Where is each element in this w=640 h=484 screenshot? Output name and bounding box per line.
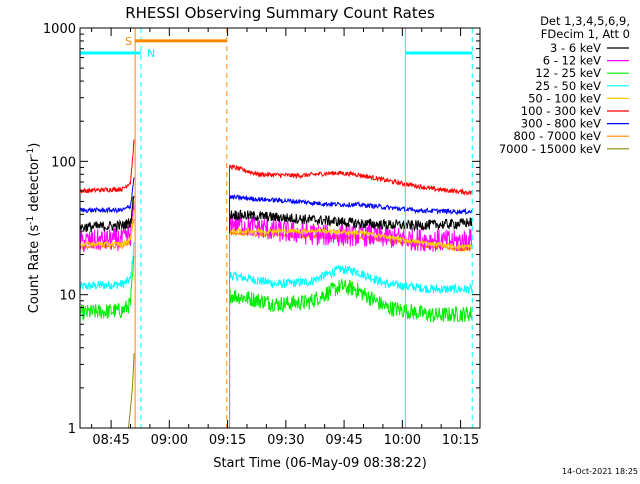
legend-label-8: 7000 - 15000 keV bbox=[499, 142, 601, 156]
legend-label-3: 25 - 50 keV bbox=[535, 79, 601, 93]
series-6-12-kev-pre bbox=[79, 198, 135, 252]
legend-label-5: 100 - 300 keV bbox=[521, 104, 601, 118]
y-axis-label: Count Rate (s-1 detector-1) bbox=[26, 143, 42, 314]
x-tick-label-0845: 08:45 bbox=[92, 433, 129, 448]
series-12-25-kev-pre bbox=[79, 255, 135, 321]
footer-timestamp: 14-Oct-2021 18:25 bbox=[562, 467, 638, 476]
series-12-25-kev-post bbox=[229, 278, 473, 323]
x-tick-label-1000: 10:00 bbox=[384, 433, 421, 448]
x-tick-label-0900: 09:00 bbox=[151, 433, 188, 448]
axes: 08:45 09:00 09:15 09:30 09:45 10:00 10:15 1 10 10… bbox=[43, 22, 481, 448]
plot-frame bbox=[79, 27, 481, 429]
y-tick-label-10: 10 bbox=[59, 289, 76, 304]
y-axis-label-sup2: -1 bbox=[26, 148, 36, 157]
y-axis-label-part3: ) bbox=[27, 143, 42, 148]
series-50-100-kev-pre bbox=[79, 209, 135, 248]
x-axis-label: Start Time (06-May-09 08:38:22) bbox=[213, 456, 427, 471]
series-25-50-kev-post bbox=[229, 265, 473, 294]
series-3-6-kev-pre bbox=[79, 195, 135, 233]
series-3-6-kev-post bbox=[229, 209, 473, 233]
legend-label-0: 3 - 6 keV bbox=[550, 41, 601, 55]
legend-label-1: 6 - 12 keV bbox=[543, 54, 601, 68]
chart-title: RHESSI Observing Summary Count Rates bbox=[125, 4, 435, 22]
legend-header-line1: Det 1,3,4,5,6,9, bbox=[540, 14, 630, 28]
legend-label-2: 12 - 25 keV bbox=[535, 66, 601, 80]
series-300-800-kev-post bbox=[229, 193, 473, 216]
x-tick-label-1015: 10:15 bbox=[442, 433, 479, 448]
saa-label: S bbox=[125, 35, 132, 48]
series-100-300-kev-post bbox=[229, 164, 473, 197]
series-300-800-kev-pre bbox=[79, 177, 135, 215]
series-25-50-kev-pre bbox=[79, 242, 135, 291]
y-axis-label-part2: detector bbox=[27, 156, 42, 216]
series-100-300-kev-pre bbox=[79, 139, 135, 194]
legend-label-7: 800 - 7000 keV bbox=[513, 129, 601, 143]
y-tick-label-1000: 1000 bbox=[43, 22, 76, 37]
y-tick-label-100: 100 bbox=[51, 155, 76, 170]
legend: Det 1,3,4,5,6,9, FDecim 1, Att 0 3 - 6 k… bbox=[499, 14, 630, 156]
series-800-7000-kev-pre bbox=[79, 219, 135, 251]
legend-header-line2: FDecim 1, Att 0 bbox=[541, 27, 630, 41]
y-tick-label-1: 1 bbox=[68, 422, 76, 437]
legend-label-4: 50 - 100 keV bbox=[528, 91, 601, 105]
x-tick-label-0930: 09:30 bbox=[267, 433, 304, 448]
series-50-100-kev-post bbox=[229, 227, 473, 250]
night-label: N bbox=[147, 47, 155, 60]
y-axis-label-part1: Count Rate (s bbox=[27, 225, 42, 314]
y-axis-label-sup1: -1 bbox=[26, 216, 36, 225]
legend-label-6: 300 - 800 keV bbox=[521, 117, 601, 131]
x-tick-label-0915: 09:15 bbox=[209, 433, 246, 448]
series-7000-15000-kev-pre bbox=[128, 353, 135, 429]
x-tick-label-0945: 09:45 bbox=[325, 433, 362, 448]
